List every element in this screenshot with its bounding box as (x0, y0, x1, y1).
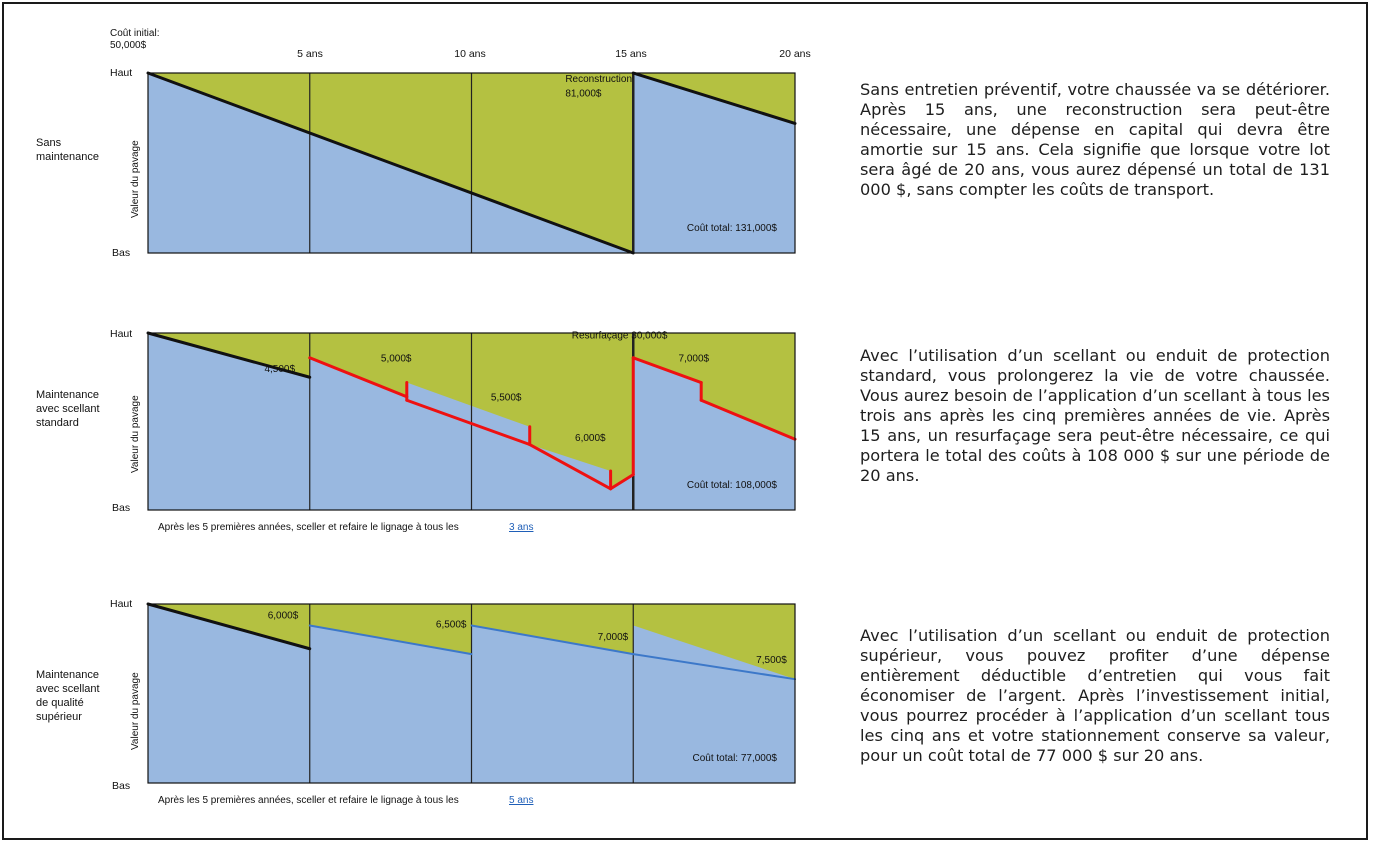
y-axis-label: Valeur du pavage (130, 395, 141, 473)
row-label-line: Maintenance (36, 389, 99, 401)
series-line (609, 473, 635, 491)
series-line (146, 331, 312, 379)
data-label: 4,500$ (264, 364, 295, 375)
series-line (405, 398, 532, 447)
row-label-1: Sans maintenance (36, 136, 99, 164)
row-label-line: standard (36, 417, 79, 429)
plot-area: Reconstruction 81,000$ Coût total: 131,000… (146, 71, 797, 255)
series-line (699, 398, 797, 441)
description-no-maintenance: Sans entretien préventif, votre chaussée… (860, 80, 1330, 199)
row-label-3: Maintenance avec scellant de qualité sup… (36, 668, 100, 724)
note-link[interactable]: 5 ans (509, 795, 533, 806)
maintenance-note: Après les 5 premières années, sceller et… (158, 795, 459, 806)
row-label-line: Sans (36, 137, 62, 149)
plot-area: 4,500$ 5,000$ 5,500$ 6,000$ Resurfaçage 30,0… (146, 330, 797, 511)
data-label: Resurfaçage 30,000$ (572, 330, 668, 341)
initial-cost-value: 50,000$ (110, 40, 147, 51)
row-label-2: Maintenance avec scellant standard (36, 388, 100, 430)
y-bottom-label: Bas (112, 502, 130, 514)
series-line (146, 71, 635, 255)
row-label-line: de qualité (36, 697, 84, 709)
total-cost-label: Coût total: 108,000$ (687, 480, 778, 491)
series-line (470, 624, 635, 656)
data-label: 5,500$ (491, 392, 522, 403)
x-tick-label: 5 ans (297, 48, 323, 60)
y-bottom-label: Bas (112, 247, 130, 259)
description-standard: Avec l’utilisation d’un scellant ou endu… (860, 346, 1330, 485)
data-label: 7,000$ (679, 353, 710, 364)
data-label: 7,500$ (756, 655, 787, 666)
maintenance-note: Après les 5 premières années, sceller et… (158, 522, 459, 533)
total-cost-label: Coût total: 77,000$ (692, 753, 777, 764)
row-label-line: supérieur (36, 711, 82, 723)
series-line (308, 624, 473, 656)
note-link[interactable]: 3 ans (509, 522, 533, 533)
plot-border (147, 603, 796, 784)
data-label: 6,500$ (436, 619, 467, 630)
chart-superior-sealant: Haut Bas Valeur du pavage 6,000$ 6,500$ 7,… (110, 598, 796, 806)
description-superior: Avec l’utilisation d’un scellant ou endu… (860, 626, 1330, 765)
series-line (631, 71, 797, 125)
row-label-line: Maintenance (36, 669, 99, 681)
chart-standard-sealant: Haut Bas Valeur du pavage 4,500$ 5,000$ 5,… (110, 328, 797, 533)
total-cost-label: Coût total: 131,000$ (687, 223, 778, 234)
data-label: 6,000$ (575, 433, 606, 444)
plot-area: 6,000$ 6,500$ 7,000$ 7,500$ Coût total: 77,0… (146, 602, 796, 784)
data-label: 6,000$ (268, 610, 299, 621)
y-axis-label: Valeur du pavage (130, 140, 141, 218)
y-top-label: Haut (110, 328, 132, 340)
data-label: 7,000$ (598, 632, 629, 643)
plot-border (147, 332, 796, 511)
row-label-line: maintenance (36, 151, 99, 163)
plot-border (147, 72, 796, 254)
data-label: 81,000$ (565, 88, 602, 99)
y-axis-label: Valeur du pavage (130, 672, 141, 750)
y-top-label: Haut (110, 67, 132, 79)
data-label: 5,000$ (381, 353, 412, 364)
row-label-line: avec scellant (36, 403, 100, 415)
x-tick-label: 20 ans (779, 48, 811, 60)
series-line (631, 356, 703, 385)
series-line (528, 443, 613, 491)
series-line (308, 356, 409, 399)
row-label-line: avec scellant (36, 683, 100, 695)
series-line (632, 653, 796, 681)
data-label: Reconstruction (565, 74, 632, 85)
x-tick-label: 15 ans (615, 48, 647, 60)
chart-sans-maintenance: Coût initial: 50,000$ 5 ans 10 ans 15 an… (110, 28, 811, 259)
y-bottom-label: Bas (112, 780, 130, 792)
y-top-label: Haut (110, 598, 132, 610)
initial-cost-label: Coût initial: (110, 28, 159, 39)
x-tick-label: 10 ans (454, 48, 486, 60)
series-line (146, 602, 312, 651)
